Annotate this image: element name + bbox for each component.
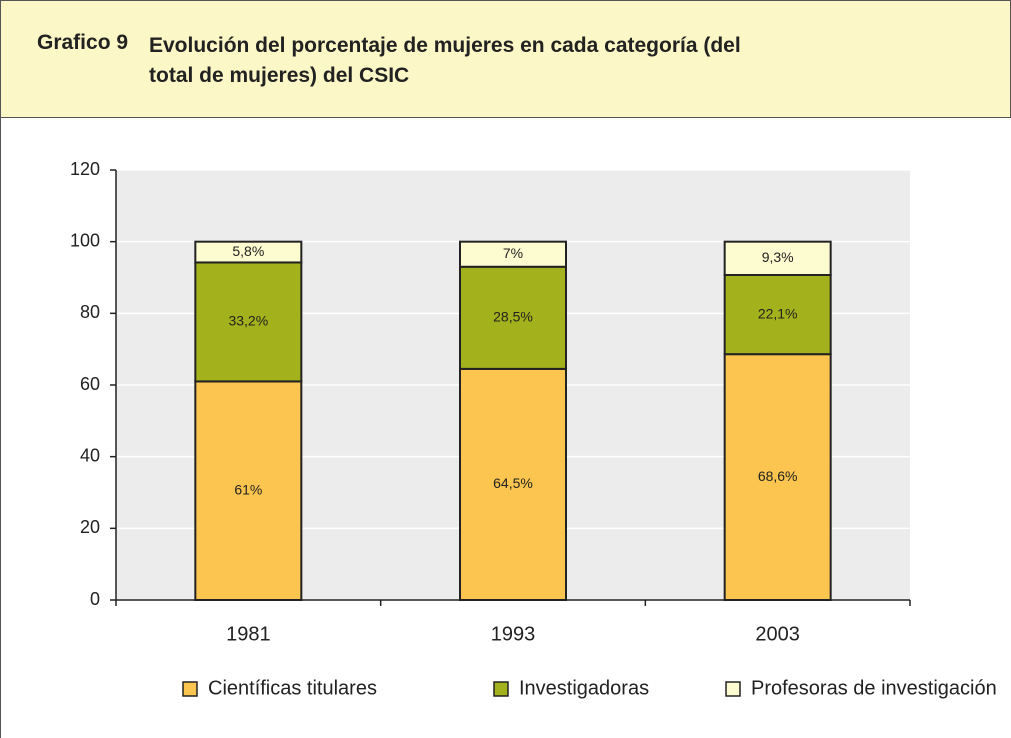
bar-segment: [723, 353, 832, 601]
bar-segment: [459, 367, 567, 601]
data-label: 33,2%: [228, 313, 268, 329]
data-label: 9,3%: [762, 249, 794, 265]
bar-segment: [723, 273, 832, 356]
bar-segment: [194, 261, 303, 383]
header: Grafico 9 Evolución del porcentaje de mu…: [0, 0, 1011, 118]
legend-swatch: [493, 681, 509, 697]
legend-swatch: [725, 681, 741, 697]
bar-segment: [459, 240, 567, 268]
data-label: 7%: [503, 245, 523, 261]
x-tick-label: 2003: [755, 623, 800, 645]
x-tick-label: 1993: [491, 623, 536, 645]
y-tick-label: 80: [80, 302, 100, 322]
data-label: 68,6%: [758, 468, 798, 484]
chart-title: Evolución del porcentaje de mujeres en c…: [149, 34, 741, 87]
data-label: 5,8%: [232, 243, 264, 259]
bar-segment: [194, 380, 303, 601]
y-tick-label: 40: [80, 445, 100, 465]
data-label: 28,5%: [493, 309, 533, 325]
y-tick-label: 20: [80, 517, 100, 537]
data-label: 22,1%: [758, 305, 798, 321]
y-tick-label: 60: [80, 374, 100, 394]
bar-segment: [459, 265, 567, 370]
bar-segment: [723, 240, 832, 276]
legend-swatch: [182, 681, 198, 697]
legend-label: Investigadoras: [519, 677, 649, 699]
legend-label: Profesoras de investigación: [751, 677, 997, 699]
legend-label: Científicas titulares: [208, 677, 377, 699]
plot-area: [116, 170, 910, 600]
y-tick-label: 120: [70, 159, 100, 179]
bar-segment: [194, 240, 303, 264]
data-label: 64,5%: [493, 475, 533, 491]
chart-title-label: Grafico 9: [37, 31, 129, 54]
y-tick-label: 0: [90, 589, 100, 609]
y-tick-label: 100: [70, 230, 100, 250]
x-tick-label: 1981: [226, 623, 271, 645]
data-label: 61%: [234, 481, 262, 497]
